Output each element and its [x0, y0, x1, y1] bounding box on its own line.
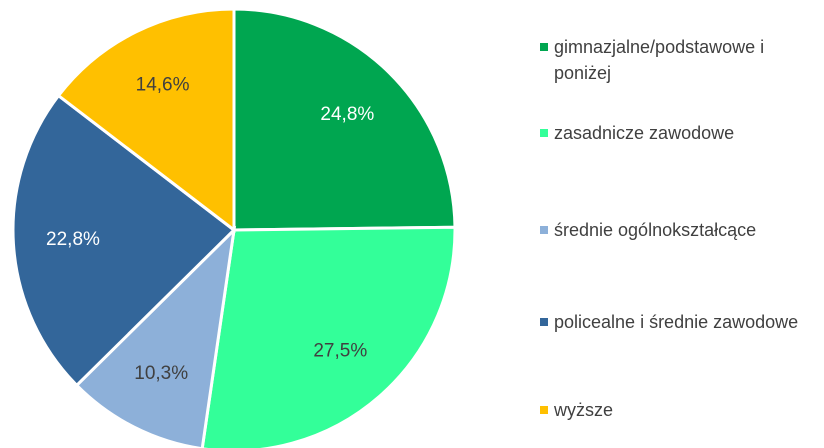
data-label: 14,6%: [136, 74, 190, 95]
legend-label: wyższe: [554, 400, 614, 420]
legend-swatch: [540, 43, 548, 51]
pie-slice: [74, 225, 237, 448]
legend-item: średnie ogólnokształcące: [540, 217, 824, 243]
legend-item: zasadnicze zawodowe: [540, 120, 824, 146]
legend-label: zasadnicze zawodowe: [554, 123, 735, 143]
data-label: 22,8%: [46, 229, 100, 250]
legend-swatch: [540, 226, 548, 234]
legend-swatch: [540, 129, 548, 137]
legend-swatch: [540, 318, 548, 326]
pie-slice: [11, 93, 237, 388]
legend-label: gimnazjalne/podstawowe i poniżej: [554, 37, 765, 83]
pie-slice: [232, 7, 457, 232]
legend-item: policealne i średnie zawodowe: [540, 309, 824, 335]
legend-label: średnie ogólnokształcące: [554, 220, 757, 240]
legend-swatch: [540, 406, 548, 414]
pie-slice: [56, 7, 236, 234]
data-label: 27,5%: [313, 340, 367, 361]
pie-slice: [200, 225, 457, 448]
legend-item: gimnazjalne/podstawowe i poniżej: [540, 34, 824, 86]
legend-label: policealne i średnie zawodowe: [554, 312, 799, 332]
data-label: 10,3%: [134, 363, 188, 384]
legend-item: wyższe: [540, 397, 824, 423]
data-label: 24,8%: [320, 104, 374, 125]
